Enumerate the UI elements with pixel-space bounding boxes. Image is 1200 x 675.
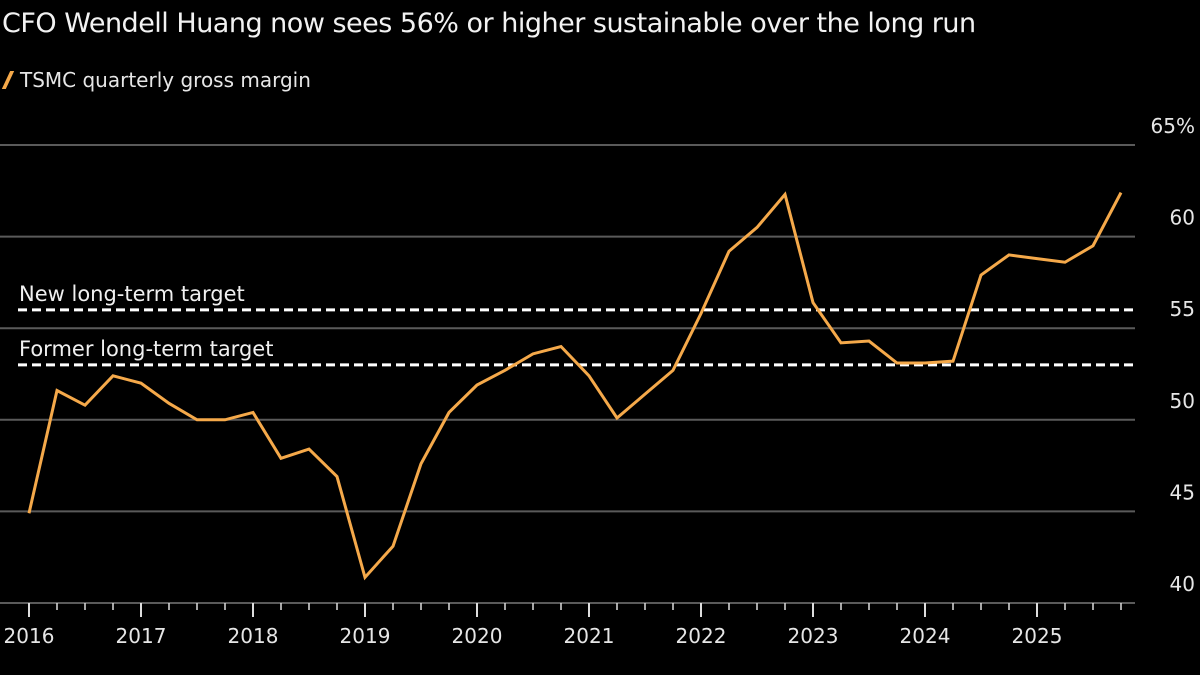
reference-line-label: New long-term target — [19, 282, 245, 306]
legend-label: TSMC quarterly gross margin — [20, 68, 311, 92]
x-tick-label: 2016 — [4, 624, 55, 648]
legend: TSMC quarterly gross margin — [1, 68, 311, 92]
x-tick-label: 2024 — [900, 624, 951, 648]
chart-subtitle: CFO Wendell Huang now sees 56% or higher… — [2, 8, 976, 39]
x-tick-label: 2023 — [788, 624, 839, 648]
series-line-gross-margin — [27, 191, 1123, 581]
x-tick-label: 2017 — [116, 624, 167, 648]
x-tick-label: 2021 — [564, 624, 615, 648]
x-tick-label: 2020 — [452, 624, 503, 648]
x-tick-label: 2022 — [676, 624, 727, 648]
x-tick-label: 2025 — [1012, 624, 1063, 648]
x-tick-label: 2018 — [228, 624, 279, 648]
y-tick-label: 50 — [1170, 389, 1195, 413]
y-tick-label: 65% — [1151, 114, 1195, 138]
y-tick-label: 55 — [1170, 297, 1195, 321]
y-tick-label: 60 — [1170, 206, 1195, 230]
y-tick-label: 40 — [1170, 572, 1195, 596]
x-tick-label: 2019 — [340, 624, 391, 648]
y-tick-label: 45 — [1170, 480, 1195, 504]
reference-line-label: Former long-term target — [19, 337, 273, 361]
